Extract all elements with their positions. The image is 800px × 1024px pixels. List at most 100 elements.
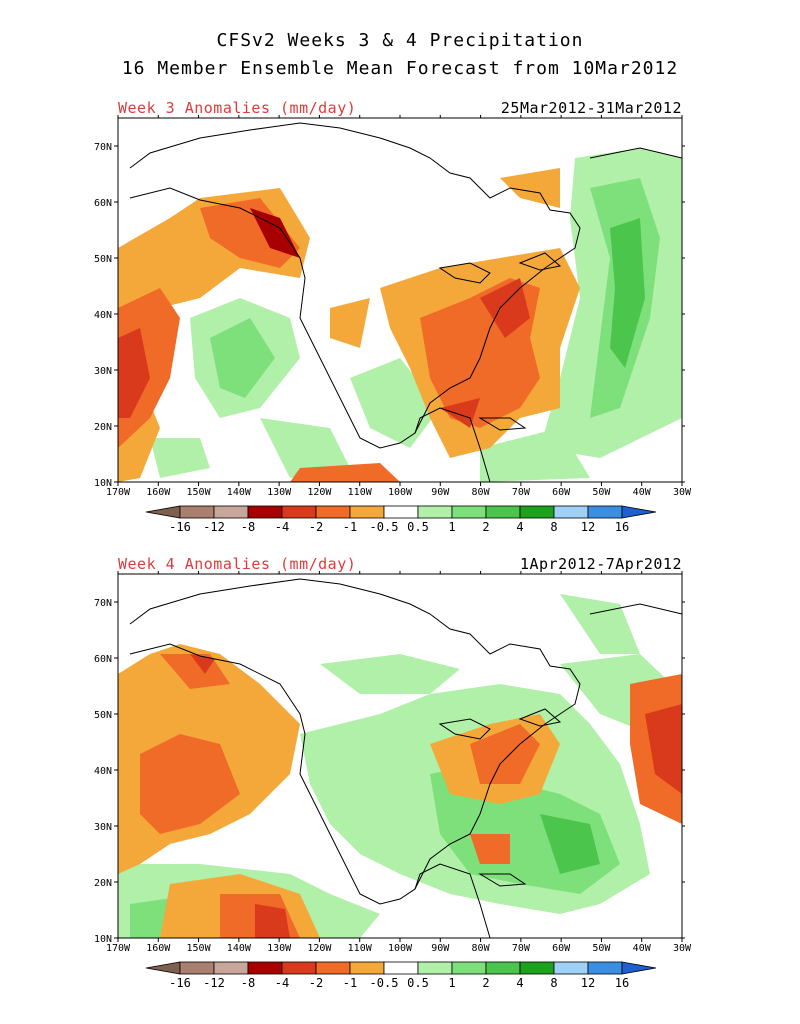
colorbar-label: -0.5	[370, 520, 399, 534]
colorbar-swatch	[315, 961, 351, 975]
colorbar-label: 2	[482, 520, 489, 534]
colorbar-swatch	[519, 961, 555, 975]
lon-label: 50W	[592, 487, 611, 498]
lon-label: 70W	[512, 943, 531, 954]
colorbar-label: -2	[309, 976, 323, 990]
lon-label: 170W	[106, 943, 131, 954]
colorbar-swatch	[451, 961, 487, 975]
lat-label: 70N	[94, 598, 112, 609]
lon-label: 160W	[146, 943, 171, 954]
lon-label: 60W	[552, 487, 571, 498]
lon-label: 140W	[227, 487, 252, 498]
lat-label: 40N	[94, 766, 112, 777]
colorbar-swatch	[179, 505, 215, 519]
week3-map: 170W 160W 150W 140W 130W 120W 110W 100W 90W 80W 70…	[94, 115, 692, 534]
colorbar-label: -12	[203, 520, 225, 534]
week3-anomaly-field	[118, 118, 682, 482]
colorbar-swatch	[417, 961, 453, 975]
lon-label: 90W	[431, 487, 450, 498]
colorbar-label: 0.5	[407, 976, 429, 990]
lat-label: 30N	[94, 822, 112, 833]
week4-colorbar: -16 -12 -8 -4 -2 -1 -0.5 0.5 1 2 4 8 12 16	[145, 961, 657, 990]
colorbar-label: 16	[615, 976, 629, 990]
colorbar-swatch	[247, 505, 283, 519]
colorbar-label: -0.5	[370, 976, 399, 990]
week4-axes: 170W 160W 150W 140W 130W 120W 110W 100W 90W 80W 70…	[94, 571, 692, 954]
colorbar-swatch	[621, 961, 657, 975]
colorbar-swatch	[417, 505, 453, 519]
colorbar-swatch	[281, 505, 317, 519]
colorbar-swatch	[587, 961, 623, 975]
week4-map: 170W 160W 150W 140W 130W 120W 110W 100W 90W 80W 70…	[94, 571, 692, 990]
colorbar-label: 16	[615, 520, 629, 534]
lon-label: 30W	[673, 943, 692, 954]
colorbar-label: 2	[482, 976, 489, 990]
colorbar-label: -1	[343, 520, 357, 534]
colorbar-label: 8	[550, 520, 557, 534]
week3-colorbar: -16 -12 -8 -4 -2 -1 -0.5 0.5 1 2 4 8 12 16	[145, 505, 657, 534]
colorbar-swatch	[587, 505, 623, 519]
lon-label: 30W	[673, 487, 692, 498]
colorbar-label: 0.5	[407, 520, 429, 534]
week3-title: Week 3 Anomalies (mm/day)	[118, 99, 357, 117]
colorbar-label: -4	[275, 520, 289, 534]
lat-label: 70N	[94, 142, 112, 153]
colorbar-label: -2	[309, 520, 323, 534]
lon-label: 90W	[431, 943, 450, 954]
colorbar-label: 1	[448, 520, 455, 534]
lon-label: 120W	[307, 943, 332, 954]
lon-label: 150W	[187, 487, 212, 498]
colorbar-label: 12	[581, 976, 595, 990]
colorbar-swatch	[213, 505, 249, 519]
lon-label: 100W	[388, 943, 413, 954]
colorbar-swatch	[145, 961, 181, 975]
colorbar-swatch	[349, 505, 385, 519]
colorbar-label: 12	[581, 520, 595, 534]
colorbar-swatch	[553, 505, 589, 519]
colorbar-swatch	[553, 961, 589, 975]
colorbar-swatch	[451, 505, 487, 519]
colorbar-label: -16	[169, 520, 191, 534]
colorbar-label: -4	[275, 976, 289, 990]
lon-label: 160W	[146, 487, 171, 498]
lat-label: 20N	[94, 422, 112, 433]
week3-axes: 170W 160W 150W 140W 130W 120W 110W 100W 90W 80W 70…	[94, 115, 692, 498]
week3-panel: Week 3 Anomalies (mm/day) 25Mar2012-31Ma…	[0, 99, 800, 568]
colorbar-label: 8	[550, 976, 557, 990]
week4-coastlines	[129, 578, 683, 939]
colorbar-swatch	[213, 961, 249, 975]
colorbar-label: 1	[448, 976, 455, 990]
lon-label: 170W	[106, 487, 131, 498]
lon-label: 70W	[512, 487, 531, 498]
colorbar-swatch	[485, 505, 521, 519]
colorbar-swatch	[281, 961, 317, 975]
colorbar-swatch	[145, 505, 181, 519]
lon-label: 80W	[472, 487, 491, 498]
colorbar-label: 4	[516, 520, 523, 534]
lat-label: 30N	[94, 366, 112, 377]
colorbar-label: -8	[241, 520, 255, 534]
lon-label: 100W	[388, 487, 413, 498]
colorbar-swatch	[383, 505, 419, 519]
lon-label: 150W	[187, 943, 212, 954]
colorbar-swatch	[485, 961, 521, 975]
week4-anomaly-field	[118, 574, 682, 938]
lat-label: 10N	[94, 478, 112, 489]
main-title-line1: CFSv2 Weeks 3 & 4 Precipitation	[216, 30, 584, 51]
lon-label: 40W	[633, 487, 652, 498]
colorbar-label: 4	[516, 976, 523, 990]
lon-label: 110W	[348, 487, 373, 498]
colorbar-swatch	[621, 505, 657, 519]
lat-label: 50N	[94, 254, 112, 265]
lat-label: 60N	[94, 198, 112, 209]
week3-coastlines	[129, 122, 683, 483]
main-title-line2: 16 Member Ensemble Mean Forecast from 10…	[121, 58, 679, 79]
lon-label: 60W	[552, 943, 571, 954]
lat-label: 20N	[94, 878, 112, 889]
colorbar-label: -1	[343, 976, 357, 990]
lat-label: 10N	[94, 934, 112, 945]
lat-label: 60N	[94, 654, 112, 665]
colorbar-swatch	[315, 505, 351, 519]
lon-label: 130W	[267, 487, 292, 498]
colorbar-label: -16	[169, 976, 191, 990]
